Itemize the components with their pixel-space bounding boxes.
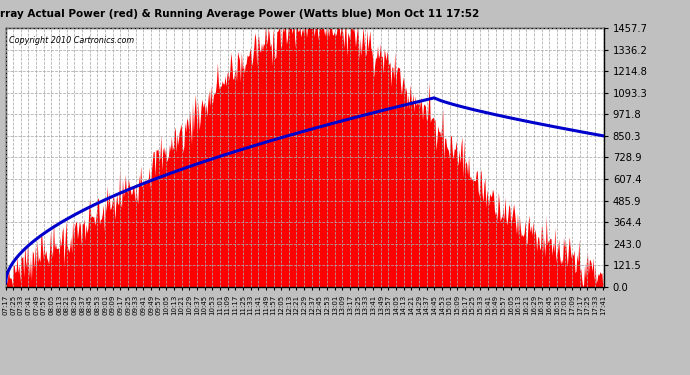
Text: East Array Actual Power (red) & Running Average Power (Watts blue) Mon Oct 11 17: East Array Actual Power (red) & Running …	[0, 9, 479, 20]
Text: Copyright 2010 Cartronics.com: Copyright 2010 Cartronics.com	[8, 36, 134, 45]
